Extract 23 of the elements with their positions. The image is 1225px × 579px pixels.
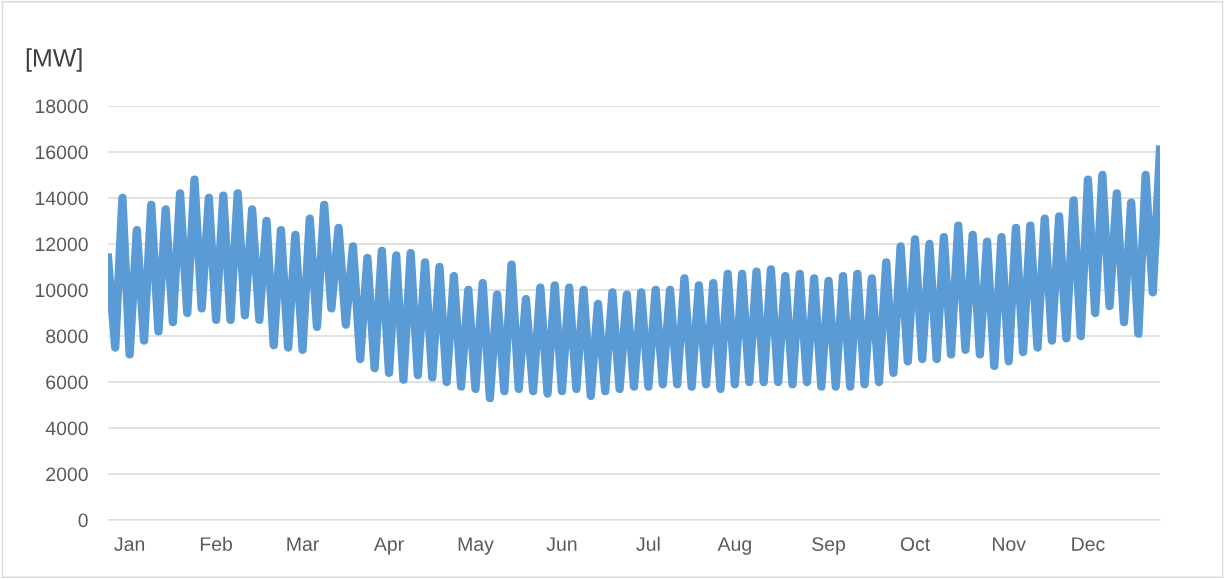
x-tick-label: Sep	[812, 537, 846, 555]
x-tick-label: May	[458, 537, 494, 555]
y-tick-label: 18000	[35, 99, 88, 114]
x-tick-label: Aug	[717, 537, 751, 555]
y-tick-label: 4000	[45, 421, 88, 436]
y-tick-label: 0	[78, 513, 88, 528]
x-tick-label: Jun	[546, 537, 577, 551]
y-tick-label: 8000	[46, 329, 88, 344]
x-tick-label: Dec	[1072, 537, 1105, 551]
y-tick-label: 10000	[35, 283, 88, 298]
y-tick-label: 16000	[35, 145, 88, 160]
y-tick-label: 12000	[35, 237, 88, 252]
x-tick-label: Jul	[636, 536, 660, 551]
x-tick-label: Mar	[287, 537, 319, 551]
x-tick-label: Feb	[200, 536, 233, 551]
y-tick-label: 14000	[35, 191, 88, 206]
y-tick-label: 6000	[46, 375, 88, 390]
y-tick-label: 2000	[46, 467, 88, 482]
x-tick-label: Apr	[373, 537, 404, 555]
x-tick-label: Oct	[900, 537, 930, 551]
x-tick-label: Jan	[114, 537, 145, 551]
x-tick-label: Nov	[992, 537, 1026, 551]
y-axis-title: [MW]	[26, 48, 82, 72]
